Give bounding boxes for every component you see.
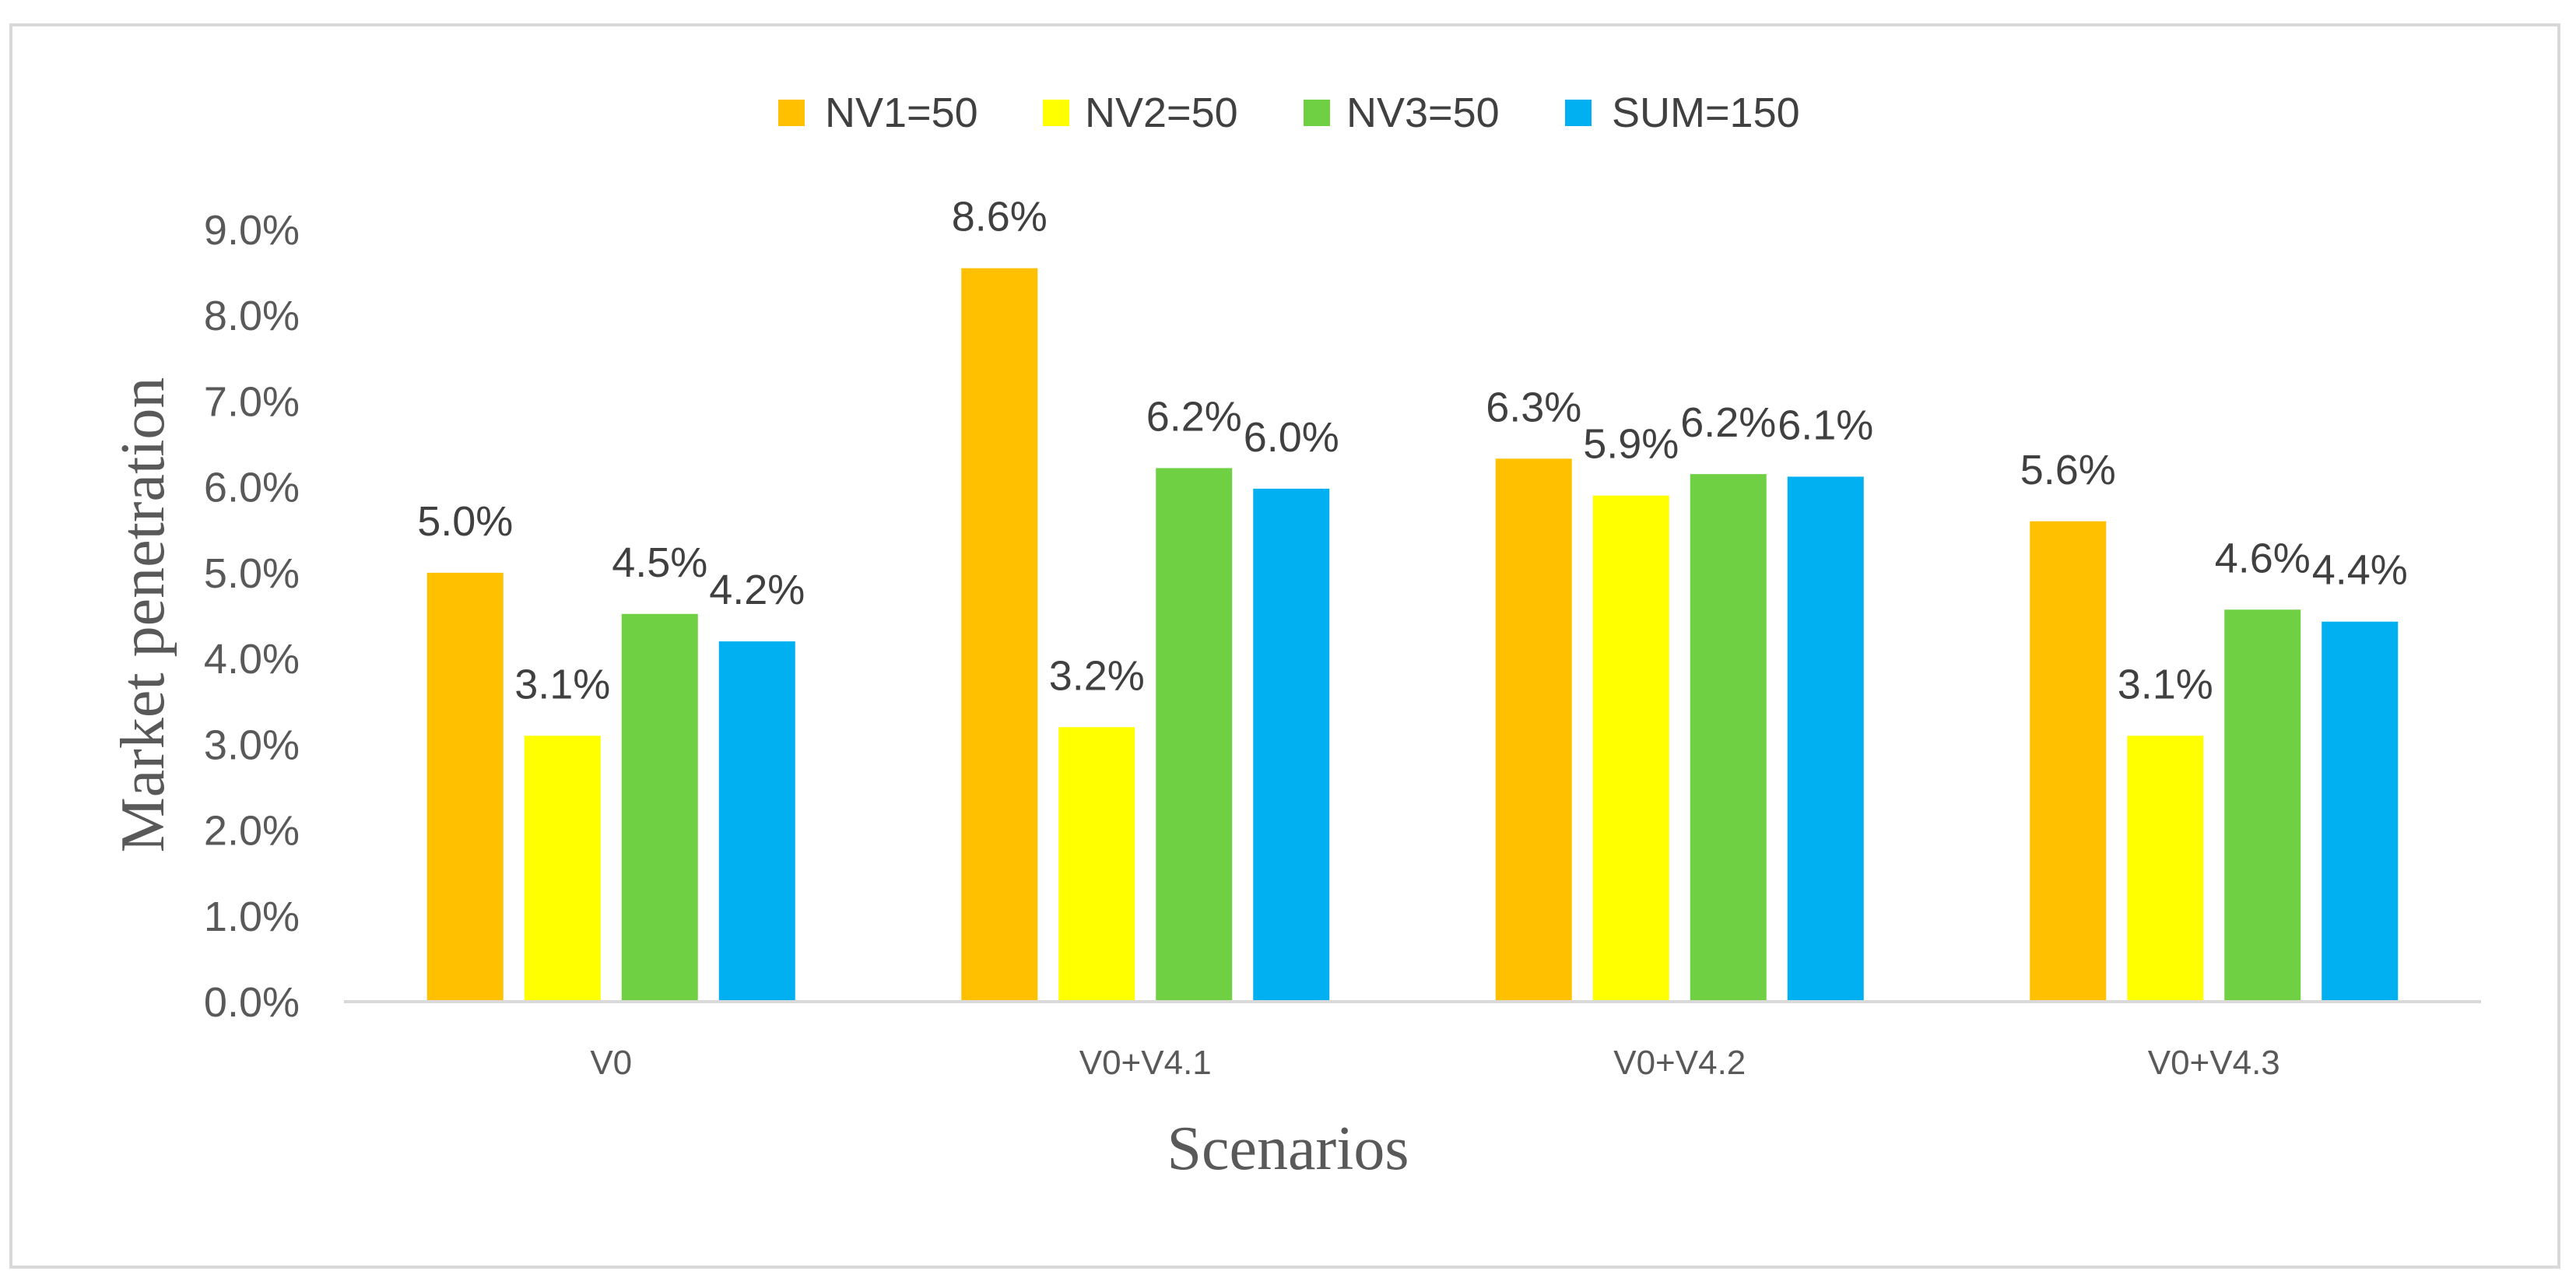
y-axis-tick-labels: 0.0% 1.0% 2.0% 3.0% 4.0% 5.0% 6.0% 7.0% 8.0% 9.0% xyxy=(204,207,300,1026)
y-tick-label: 7.0% xyxy=(204,378,300,425)
data-label: 5.9% xyxy=(1583,421,1679,468)
y-tick-label: 9.0% xyxy=(204,207,300,254)
y-axis-title: Market penetration xyxy=(109,377,177,853)
data-label: 4.6% xyxy=(2215,535,2311,581)
data-label: 6.3% xyxy=(1486,384,1581,430)
data-label: 4.5% xyxy=(612,539,707,586)
x-axis-title: Scenarios xyxy=(1167,1115,1409,1183)
y-tick-label: 5.0% xyxy=(204,550,300,597)
data-label: 6.2% xyxy=(1680,399,1776,446)
bars xyxy=(426,268,2399,1002)
x-tick-label: V0+V4.1 xyxy=(1079,1044,1212,1082)
data-label: 4.2% xyxy=(709,567,805,613)
y-tick-label: 2.0% xyxy=(204,808,300,855)
data-label: 3.1% xyxy=(514,661,610,707)
y-tick-label: 4.0% xyxy=(204,636,300,683)
legend-label: NV1=50 xyxy=(825,90,978,136)
legend-label: NV2=50 xyxy=(1085,90,1238,136)
data-label: 4.4% xyxy=(2312,547,2408,594)
bar xyxy=(426,572,504,1002)
data-label: 3.1% xyxy=(2118,661,2213,707)
legend-item: SUM=150 xyxy=(1565,90,1800,136)
bar xyxy=(621,613,698,1002)
legend-label: NV3=50 xyxy=(1346,90,1500,136)
bar xyxy=(1156,468,1233,1002)
bar xyxy=(1058,727,1135,1002)
bar xyxy=(718,641,795,1002)
legend-swatch xyxy=(1565,100,1592,126)
bar xyxy=(1253,488,1330,1002)
y-tick-label: 6.0% xyxy=(204,465,300,511)
bar xyxy=(524,736,601,1002)
bar xyxy=(2127,736,2204,1002)
bar xyxy=(2322,621,2399,1002)
y-tick-label: 3.0% xyxy=(204,721,300,768)
legend-swatch xyxy=(1043,100,1069,126)
x-tick-label: V0+V4.3 xyxy=(2148,1044,2280,1082)
legend-swatch xyxy=(778,100,805,126)
data-label: 3.2% xyxy=(1049,652,1145,699)
data-label: 6.2% xyxy=(1146,393,1242,440)
data-label: 6.1% xyxy=(1778,402,1873,448)
bar xyxy=(2224,609,2301,1002)
legend: NV1=50 NV2=50 NV3=50 SUM=150 xyxy=(778,90,1800,136)
data-label: 5.0% xyxy=(417,498,513,545)
bar xyxy=(961,268,1038,1002)
y-tick-label: 1.0% xyxy=(204,894,300,940)
bar xyxy=(1690,474,1767,1002)
y-tick-label: 0.0% xyxy=(204,979,300,1026)
y-tick-label: 8.0% xyxy=(204,293,300,339)
legend-swatch xyxy=(1304,100,1330,126)
bar xyxy=(1787,476,1864,1002)
bar xyxy=(1495,458,1572,1002)
legend-item: NV2=50 xyxy=(1043,90,1238,136)
bar xyxy=(1592,495,1669,1002)
legend-item: NV3=50 xyxy=(1304,90,1500,136)
data-labels: 5.0%3.1%4.5%4.2%8.6%3.2%6.2% 6.0%6.3%5.9%… xyxy=(417,194,2408,708)
data-label: 6.0% xyxy=(1244,414,1339,461)
x-tick-label: V0+V4.2 xyxy=(1613,1044,1746,1082)
x-tick-label: V0 xyxy=(590,1044,632,1082)
bar xyxy=(2030,521,2107,1002)
data-label: 5.6% xyxy=(2020,447,2116,493)
data-label: 8.6% xyxy=(952,194,1048,240)
x-axis-category-labels: V0 V0+V4.1 V0+V4.2 V0+V4.3 xyxy=(590,1044,2279,1082)
legend-label: SUM=150 xyxy=(1612,90,1800,136)
legend-item: NV1=50 xyxy=(778,90,978,136)
